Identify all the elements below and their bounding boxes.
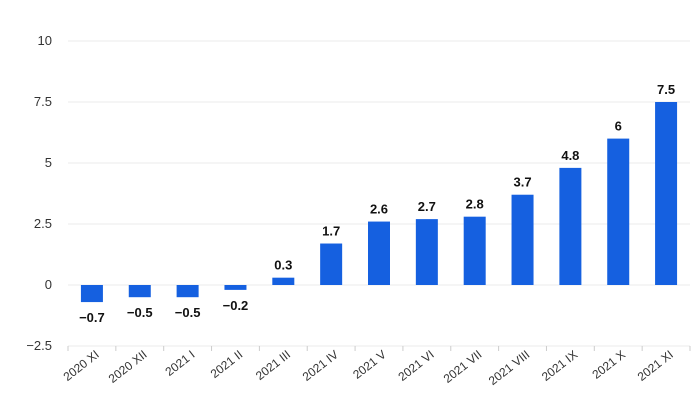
bar-2021-x <box>607 138 630 285</box>
y-tick-label: −2.5 <box>26 338 52 353</box>
x-tick-label: 2021 X <box>589 347 628 381</box>
data-label: 2.8 <box>466 197 484 212</box>
data-label: 2.6 <box>370 202 388 217</box>
x-tick-label: 2020 XII <box>106 347 150 386</box>
y-tick-label: 10 <box>38 33 52 48</box>
bar-2021-iv <box>320 243 343 285</box>
data-label: 3.7 <box>513 175 531 190</box>
x-tick-label: 2021 VI <box>395 347 436 384</box>
data-label: 6 <box>615 119 622 134</box>
x-tick-label: 2021 II <box>208 347 246 381</box>
bar-2021-ix <box>559 167 582 285</box>
y-tick-label: 5 <box>45 155 52 170</box>
bar-2020-xi <box>80 285 103 303</box>
data-label: 7.5 <box>657 82 675 97</box>
data-label: 1.7 <box>322 224 340 239</box>
bar-2021-viii <box>511 194 534 285</box>
y-tick-label: 0 <box>45 277 52 292</box>
data-label: −0.2 <box>223 298 249 313</box>
x-tick-label: 2021 IX <box>539 347 580 384</box>
x-tick-label: 2021 VIII <box>486 347 532 388</box>
bar-2021-iii <box>272 277 295 285</box>
bar-2021-vii <box>463 216 486 285</box>
x-tick-label: 2021 XI <box>635 347 676 384</box>
data-label: 4.8 <box>561 148 579 163</box>
bar-2021-v <box>368 221 390 285</box>
x-tick-label: 2021 IV <box>300 347 341 384</box>
data-label: −0.7 <box>79 310 105 325</box>
y-axis-ticks: −2.5 0 2.5 5 7.5 10 <box>26 33 52 353</box>
bar-2021-vi <box>415 219 438 285</box>
bar-2021-xi <box>655 102 678 285</box>
y-tick-label: 2.5 <box>34 216 52 231</box>
bar-2021-i <box>176 285 199 298</box>
y-tick-label: 7.5 <box>34 94 52 109</box>
data-labels: −0.7 −0.5 −0.5 −0.2 0.3 1.7 2.6 2.7 2.8 3.7 4.8 6 7.… <box>79 82 675 325</box>
x-axis-ticks: 2020 XI 2020 XII 2021 I 2021 II 2021 III 2021… <box>61 346 691 388</box>
bar-2020-xii <box>128 285 151 298</box>
data-label: −0.5 <box>175 305 201 320</box>
x-tick-label: 2021 III <box>253 347 293 383</box>
data-label: −0.5 <box>127 305 153 320</box>
x-tick-label: 2020 XI <box>61 347 102 384</box>
data-label: 0.3 <box>274 258 292 273</box>
bar-2021-ii <box>224 285 247 290</box>
data-label: 2.7 <box>418 199 436 214</box>
x-tick-label: 2021 I <box>163 347 198 379</box>
x-tick-label: 2021 V <box>350 347 389 381</box>
x-tick-label: 2021 VII <box>441 347 485 386</box>
gridlines <box>68 40 690 347</box>
bars <box>80 102 678 303</box>
